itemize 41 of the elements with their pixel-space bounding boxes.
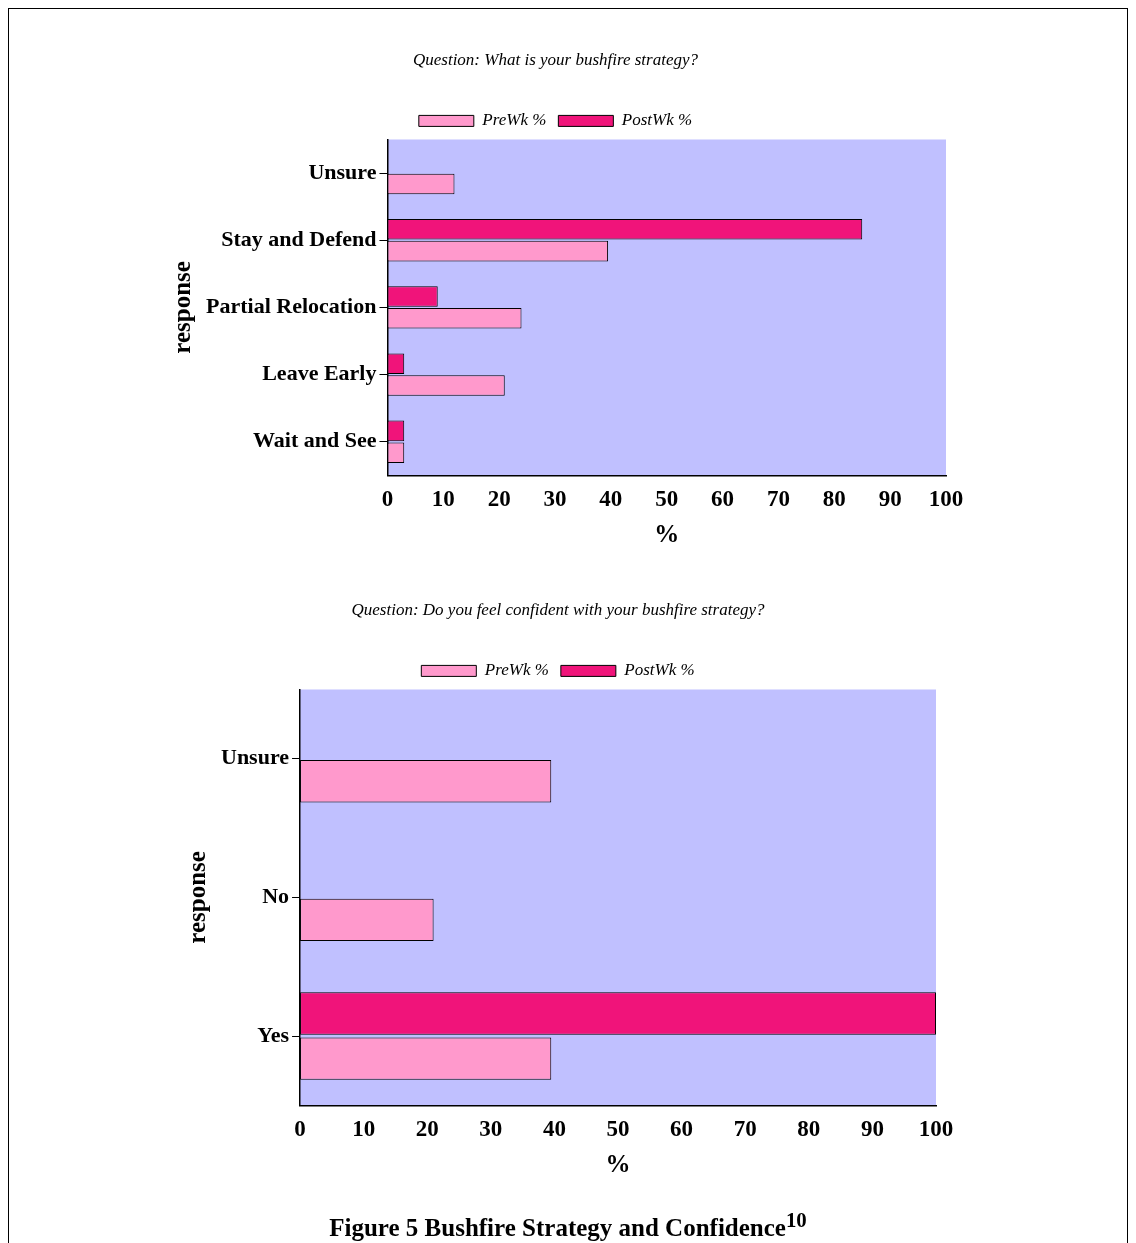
legend-label: PostWk % <box>623 660 695 680</box>
x-tick-label: 20 <box>487 486 511 512</box>
y-tick-label: No <box>262 883 290 909</box>
x-tick-label: 40 <box>542 1116 566 1142</box>
x-tick-label: 0 <box>294 1116 306 1142</box>
x-tick-label: 80 <box>797 1116 821 1142</box>
x-tick-label: 90 <box>878 486 902 512</box>
x-tick-label: 40 <box>599 486 623 512</box>
y-tick-label: Partial Relocation <box>205 293 377 319</box>
x-tick-label: 0 <box>381 486 394 512</box>
y-tick-label: Unsure <box>308 158 377 184</box>
chart-title: Question: Do you feel confident with your bushfire strategy? <box>351 599 765 619</box>
caption: Figure 5 Bushfire Strategy and Confidence$^{10}$ <box>328 1208 808 1243</box>
y-axis-title: response <box>183 851 211 944</box>
x-tick-label: 80 <box>822 486 846 512</box>
x-tick-label: 10 <box>431 486 455 512</box>
legend-label: PreWk % <box>481 110 547 130</box>
y-axis-title: response <box>168 261 196 354</box>
x-tick-label: 60 <box>670 1116 694 1142</box>
y-tick-label: Wait and See <box>252 427 377 453</box>
y-tick-label: Unsure <box>220 744 290 770</box>
chart-title: Question: What is your bushfire strategy? <box>412 49 699 69</box>
x-axis-title: % <box>605 1150 631 1178</box>
x-tick-label: 60 <box>711 486 735 512</box>
x-tick-label: 20 <box>415 1116 439 1142</box>
legend-label: PostWk % <box>620 110 693 130</box>
legend-label: PreWk % <box>483 660 549 680</box>
y-tick-label: Yes <box>257 1021 290 1047</box>
x-tick-label: 70 <box>766 486 790 512</box>
x-tick-label: 10 <box>352 1116 376 1142</box>
x-tick-label: 100 <box>928 486 964 512</box>
x-tick-label: 50 <box>606 1116 630 1142</box>
x-tick-label: 30 <box>543 486 567 512</box>
y-tick-label: Stay and Defend <box>221 225 377 251</box>
x-tick-label: 50 <box>655 486 679 512</box>
x-tick-label: 70 <box>733 1116 757 1142</box>
x-tick-label: 100 <box>918 1116 954 1142</box>
x-tick-label: 30 <box>479 1116 503 1142</box>
x-axis-title: % <box>654 520 680 548</box>
x-tick-label: 90 <box>860 1116 884 1142</box>
y-tick-label: Leave Early <box>262 360 377 386</box>
